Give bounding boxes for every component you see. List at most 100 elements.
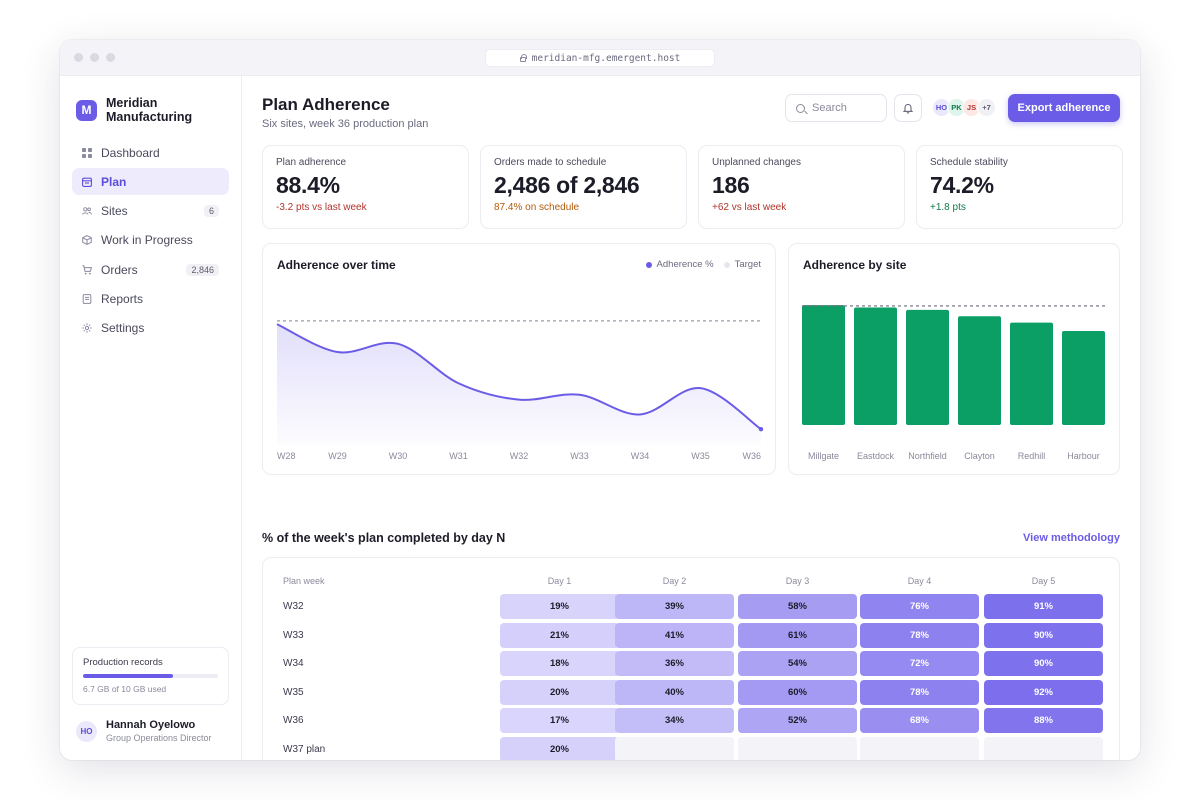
sidebar-item-plan[interactable]: Plan — [72, 168, 229, 196]
heatmap-cell: 17% — [500, 708, 619, 733]
kpi-delta: -3.2 pts vs last week — [276, 202, 367, 213]
users-icon — [82, 206, 92, 216]
kpi-orders-made-to-schedule: Orders made to schedule 2,486 of 2,846 8… — [480, 145, 687, 229]
kpi-label: Schedule stability — [930, 157, 1008, 168]
heatmap-cell: 40% — [615, 680, 734, 705]
site-bar[interactable] — [1062, 330, 1105, 425]
x-tick-label: W30 — [389, 451, 408, 461]
site-bar[interactable] — [906, 309, 949, 425]
kpi-label: Unplanned changes — [712, 157, 801, 168]
heatmap-cell: 90% — [984, 651, 1103, 676]
notifications-button[interactable] — [894, 94, 922, 122]
chart-title: Adherence by site — [803, 258, 907, 272]
minimize-dot[interactable] — [90, 53, 99, 62]
heatmap-column-header: Day 4 — [907, 576, 932, 586]
kpi-value: 186 — [712, 172, 750, 198]
search-placeholder: Search — [812, 102, 847, 114]
x-tick-label: W29 — [328, 451, 347, 461]
sidebar-item-label: Reports — [101, 291, 144, 306]
x-tick-label: Harbour — [1067, 451, 1100, 461]
close-dot[interactable] — [74, 53, 83, 62]
heatmap-row-header: Plan week — [283, 576, 325, 586]
kpi-delta: +1.8 pts — [930, 202, 966, 213]
bell-icon — [903, 103, 913, 113]
sites-count-badge: 6 — [203, 205, 219, 218]
heatmap-cell: 21% — [500, 623, 619, 648]
user-profile[interactable]: HO Hannah Oyelowo Group Operations Direc… — [76, 719, 212, 743]
search-input[interactable]: Search — [785, 94, 887, 122]
heatmap-cell — [615, 737, 734, 760]
view-methodology-link[interactable]: View methodology — [1023, 532, 1120, 544]
browser-titlebar: meridian-mfg.emergent.host — [60, 40, 1140, 76]
chart-legend: Adherence % Target — [645, 259, 761, 270]
orders-count-badge: 2,846 — [186, 263, 219, 276]
adherence-by-site-card: Adherence by site Millgate Eastdock Northf… — [788, 243, 1120, 475]
legend-swatch — [723, 261, 730, 268]
kpi-delta: 87.4% on schedule — [494, 202, 580, 213]
sidebar-item-settings[interactable]: Settings — [72, 315, 229, 342]
heatmap-row-label: W37 plan — [283, 744, 326, 755]
brand-name: Meridian Manufacturing — [106, 96, 193, 124]
kpi-label: Orders made to schedule — [494, 157, 607, 168]
page-subtitle: Six sites, week 36 production plan — [262, 118, 429, 130]
sidebar-item-work-in-progress[interactable]: Work in Progress — [72, 227, 229, 254]
heatmap-cell: 39% — [615, 594, 734, 619]
kpi-plan-adherence: Plan adherence 88.4% -3.2 pts vs last we… — [262, 145, 469, 229]
collaborator-avatars[interactable]: HO PK JS +7 — [932, 98, 996, 117]
heatmap-cell: 54% — [738, 651, 857, 676]
data-point[interactable] — [758, 427, 764, 432]
calendar-icon — [82, 177, 92, 187]
sidebar-item-dashboard[interactable]: Dashboard — [72, 139, 229, 166]
heatmap-row-label: W34 — [283, 658, 304, 669]
adherence-bar-chart: Millgate Eastdock Northfield Clayton Redhill… — [802, 305, 1105, 461]
maximize-dot[interactable] — [106, 53, 115, 62]
heatmap-cell: 92% — [984, 680, 1103, 705]
lock-icon — [519, 53, 527, 62]
sidebar-item-reports[interactable]: Reports — [72, 285, 229, 312]
storage-usage-text: 6.7 GB of 10 GB used — [83, 684, 167, 694]
window-controls — [74, 53, 115, 62]
chart-title: Adherence over time — [277, 258, 396, 272]
site-bar[interactable] — [802, 305, 845, 425]
heatmap-cell: 34% — [615, 708, 734, 733]
kpi-row: Plan adherence 88.4% -3.2 pts vs last we… — [262, 145, 1123, 229]
heatmap-cell: 90% — [984, 623, 1103, 648]
heatmap-cell: 20% — [500, 680, 619, 705]
heatmap-cell: 72% — [860, 651, 979, 676]
sidebar: M Meridian Manufacturing Dashboard Plan — [60, 76, 242, 760]
document-icon — [82, 294, 92, 304]
x-tick-label: W35 — [691, 451, 710, 461]
site-bar[interactable] — [854, 307, 897, 425]
heatmap-cell: 58% — [738, 594, 857, 619]
site-bar[interactable] — [1010, 322, 1053, 425]
heatmap-title: % of the week's plan completed by day N — [262, 531, 506, 545]
sidebar-item-label: Sites — [101, 204, 128, 219]
kpi-schedule-stability: Schedule stability 74.2% +1.8 pts — [916, 145, 1123, 229]
user-role: Group Operations Director — [106, 733, 212, 743]
sidebar-item-sites[interactable]: Sites 6 — [72, 198, 229, 225]
sidebar-item-label: Dashboard — [101, 145, 160, 160]
x-tick-label: W32 — [510, 451, 529, 461]
storage-card: Production records 6.7 GB of 10 GB used — [72, 647, 229, 705]
box-icon — [82, 235, 92, 246]
heatmap-cell: 88% — [984, 708, 1103, 733]
heatmap-cell: 68% — [860, 708, 979, 733]
address-bar[interactable]: meridian-mfg.emergent.host — [485, 49, 715, 67]
kpi-value: 2,486 of 2,846 — [494, 172, 640, 198]
adherence-line-chart: W28 W29 W30 W31 W32 W33 W34 W35 W36 — [276, 320, 764, 461]
heatmap-cell: 78% — [860, 680, 979, 705]
site-bar[interactable] — [958, 316, 1001, 425]
brand[interactable]: M Meridian Manufacturing — [76, 96, 206, 124]
heatmap-row-label: W35 — [283, 687, 304, 698]
export-adherence-button[interactable]: Export adherence — [1008, 94, 1120, 122]
adherence-line — [276, 323, 762, 431]
heatmap-cell — [738, 737, 857, 760]
heatmap-cell: 78% — [860, 623, 979, 648]
legend-item-target: Target — [723, 259, 761, 270]
sidebar-item-label: Work in Progress — [101, 233, 193, 248]
avatars-more-count: +7 — [977, 98, 996, 117]
kpi-delta: +62 vs last week — [712, 202, 787, 213]
heatmap-cell: 61% — [738, 623, 857, 648]
storage-progress-bar — [83, 674, 218, 678]
sidebar-item-orders[interactable]: Orders 2,846 — [72, 256, 229, 283]
